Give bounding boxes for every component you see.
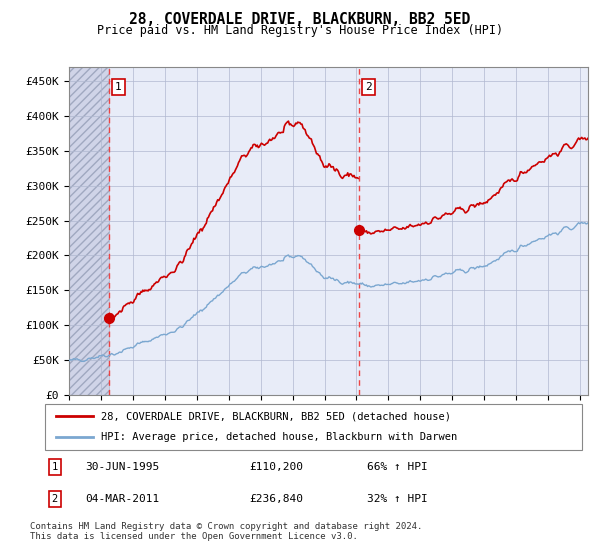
Text: Contains HM Land Registry data © Crown copyright and database right 2024.
This d: Contains HM Land Registry data © Crown c… [30, 522, 422, 542]
Text: £110,200: £110,200 [249, 463, 303, 473]
Text: 04-MAR-2011: 04-MAR-2011 [85, 494, 160, 504]
Text: 1: 1 [52, 463, 58, 473]
Text: Price paid vs. HM Land Registry's House Price Index (HPI): Price paid vs. HM Land Registry's House … [97, 24, 503, 36]
Text: 28, COVERDALE DRIVE, BLACKBURN, BB2 5ED (detached house): 28, COVERDALE DRIVE, BLACKBURN, BB2 5ED … [101, 411, 451, 421]
FancyBboxPatch shape [45, 404, 582, 450]
Text: 28, COVERDALE DRIVE, BLACKBURN, BB2 5ED: 28, COVERDALE DRIVE, BLACKBURN, BB2 5ED [130, 12, 470, 27]
Text: 2: 2 [52, 494, 58, 504]
Bar [69, 67, 109, 395]
Text: 66% ↑ HPI: 66% ↑ HPI [367, 463, 428, 473]
Text: 32% ↑ HPI: 32% ↑ HPI [367, 494, 428, 504]
Text: 30-JUN-1995: 30-JUN-1995 [85, 463, 160, 473]
Text: £236,840: £236,840 [249, 494, 303, 504]
Text: 1: 1 [115, 82, 122, 92]
Text: HPI: Average price, detached house, Blackburn with Darwen: HPI: Average price, detached house, Blac… [101, 432, 458, 442]
Text: 2: 2 [365, 82, 372, 92]
